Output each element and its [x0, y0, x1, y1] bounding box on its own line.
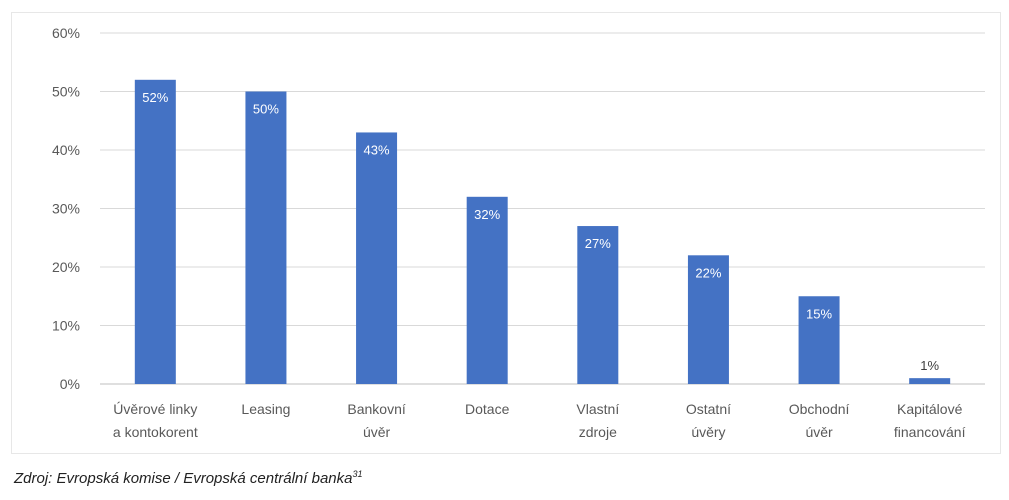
data-label: 27% — [585, 236, 611, 251]
y-tick-label: 0% — [60, 376, 80, 392]
data-label: 1% — [920, 358, 939, 373]
bar — [687, 255, 729, 384]
x-tick-label: zdroje — [579, 424, 617, 440]
bar — [134, 79, 176, 385]
x-tick-label: úvěr — [805, 424, 833, 440]
data-label: 52% — [142, 90, 168, 105]
bar — [577, 226, 619, 384]
x-tick-label: Ostatní — [686, 401, 731, 417]
bar — [798, 296, 840, 384]
y-tick-label: 10% — [52, 318, 80, 334]
source-text: Zdroj: Evropská komise / Evropská centrá… — [14, 470, 353, 487]
bar — [466, 196, 508, 384]
data-label: 43% — [364, 142, 390, 157]
data-label: 32% — [474, 207, 500, 222]
x-tick-label: Kapitálové — [897, 401, 963, 417]
x-tick-label: Dotace — [465, 401, 510, 417]
source-footnote-ref: 31 — [352, 469, 363, 479]
data-label: 50% — [253, 102, 279, 117]
data-label: 22% — [695, 265, 721, 280]
y-tick-label: 50% — [52, 84, 80, 100]
source-caption: Zdroj: Evropská komise / Evropská centrá… — [14, 469, 363, 487]
x-tick-label: Úvěrové linky — [113, 401, 197, 417]
bar — [356, 132, 398, 384]
bar — [909, 378, 951, 384]
x-tick-label: Bankovní — [347, 401, 405, 417]
x-tick-label: financování — [894, 424, 966, 440]
y-tick-label: 20% — [52, 259, 80, 275]
bar — [245, 91, 287, 384]
x-tick-label: a kontokorent — [113, 424, 198, 440]
x-tick-label: Obchodní — [789, 401, 850, 417]
x-tick-label: úvěry — [691, 424, 725, 440]
bar-chart: 0% 10% 20% 30% 40% 50% 60% 52% Úvěrové linky a ko… — [52, 25, 985, 440]
x-tick-label: Vlastní — [576, 401, 619, 417]
x-tick-label: Leasing — [241, 401, 290, 417]
y-tick-label: 40% — [52, 142, 80, 158]
data-label: 15% — [806, 306, 832, 321]
y-tick-label: 30% — [52, 201, 80, 217]
y-tick-label: 60% — [52, 25, 80, 41]
x-tick-label: úvěr — [363, 424, 391, 440]
